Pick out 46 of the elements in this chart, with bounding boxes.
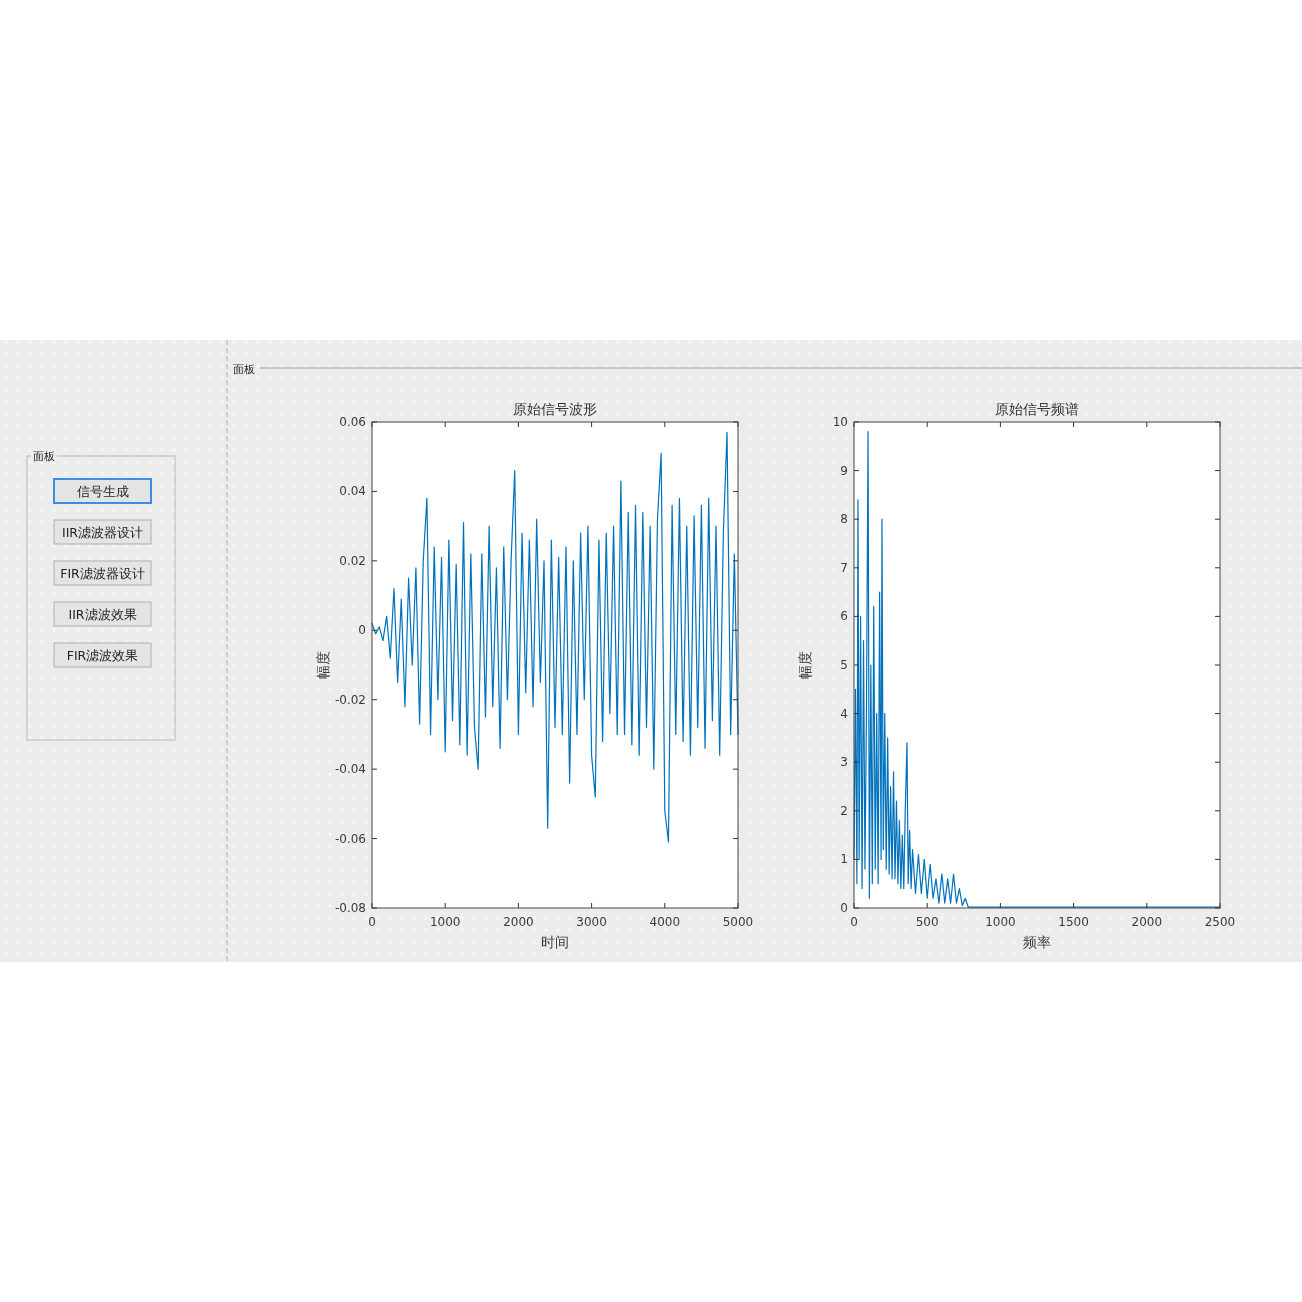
y-tick-label: 0 [358,623,366,638]
x-tick-label: 500 [915,915,939,929]
x-axis-title: 频率 [1023,934,1051,950]
x-tick-label: 1000 [985,915,1016,929]
x-axis-title: 时间 [541,934,569,950]
line-series [853,431,1221,908]
y-tick-label: 7 [840,560,848,575]
text: IIR滤波器设计 [61,524,144,540]
x-tick-label: 2000 [1131,915,1163,929]
y-tick-label: 4 [840,706,848,721]
y-tick-label: 3 [840,755,848,770]
x-tick-label: 1000 [429,915,461,929]
y-tick-label: -0.08 [334,901,366,915]
y-tick-label: -0.06 [334,831,366,846]
x-tick-label: 3000 [576,915,607,929]
x-tick-label: 2500 [1204,915,1236,929]
line-series [371,431,739,843]
y-tick-label: 0 [840,901,848,915]
y-axis-title: 幅度 [797,651,813,679]
text: 面板 [233,363,255,376]
y-tick-label: 0.02 [339,553,366,568]
text: 面板 [33,450,55,463]
y-tick-label: 10 [832,415,848,429]
x-tick-label: 4000 [649,915,681,929]
y-tick-label: 1 [840,852,848,867]
y-tick-label: -0.04 [334,762,366,777]
x-tick-label: 2000 [503,915,534,929]
text: 信号生成 [76,483,129,499]
y-tick-label: 0.04 [339,484,366,499]
y-tick-label: 6 [840,609,848,624]
chart-title: 原始信号频谱 [995,401,1079,417]
y-tick-label: 2 [840,803,848,818]
x-tick-label: 0 [368,915,376,929]
text: IIR滤波效果 [68,606,137,622]
text: FIR滤波效果 [66,647,139,663]
y-tick-label: 8 [840,512,848,527]
x-tick-label: 1500 [1058,915,1089,929]
y-tick-label: 9 [840,463,848,478]
y-tick-label: 5 [840,658,848,672]
y-axis-title: 幅度 [315,651,331,679]
text: FIR滤波器设计 [60,565,145,581]
x-tick-label: 5000 [722,915,754,929]
y-tick-label: -0.02 [334,692,366,707]
y-tick-label: 0.06 [339,415,366,429]
x-tick-label: 0 [850,915,858,929]
chart-title: 原始信号波形 [513,401,597,417]
